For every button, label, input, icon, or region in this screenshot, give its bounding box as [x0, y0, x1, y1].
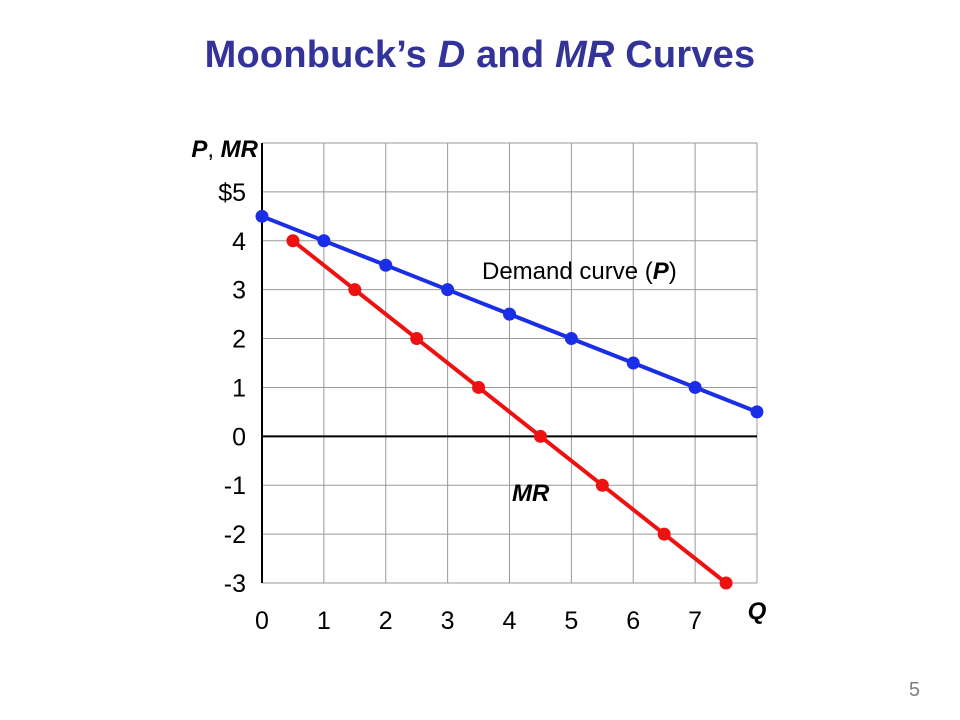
y-tick-label: -2 — [224, 521, 246, 549]
demand-point — [564, 332, 578, 346]
x-tick-label: 5 — [564, 607, 578, 635]
mr-point — [472, 380, 486, 394]
y-axis-label-mr: MR — [221, 136, 259, 163]
mr-curve-label: MR — [512, 480, 550, 507]
grid — [262, 142, 758, 584]
mr-point — [719, 576, 733, 590]
mr-point — [657, 527, 671, 541]
demand-curve-label: Demand curve (P) — [482, 258, 677, 285]
x-tick-label: 0 — [255, 607, 269, 635]
title-text-curves: Curves — [614, 34, 756, 76]
series-points — [255, 209, 764, 590]
title-text-moonbucks: Moonbuck’s — [204, 34, 438, 76]
x-axis-label: Q — [748, 598, 767, 625]
y-tick-label: -1 — [224, 472, 246, 500]
y-tick-label: 4 — [232, 228, 246, 256]
page-number: 5 — [908, 679, 920, 701]
title-text-and: and — [465, 34, 556, 76]
tick-labels: $5 4 3 2 1 0 -1 -2 -3 0 1 2 3 4 5 6 7 — [218, 179, 702, 635]
mr-point — [348, 283, 362, 297]
demand-point — [441, 283, 455, 297]
demand-point — [688, 380, 702, 394]
demand-point — [750, 405, 764, 419]
demand-point — [626, 356, 640, 370]
demand-point — [379, 258, 393, 272]
demand-point — [255, 209, 269, 223]
y-tick-label: -3 — [224, 570, 246, 598]
demand-point — [503, 307, 516, 321]
mr-point — [533, 429, 547, 443]
mr-point — [286, 234, 300, 248]
y-tick-label: 1 — [232, 374, 246, 402]
y-tick-label: 3 — [232, 277, 246, 305]
demand-label-p: P — [653, 258, 670, 285]
title-text-d: D — [437, 34, 466, 76]
x-tick-label: 2 — [379, 607, 393, 635]
y-axis-label-p: P — [191, 136, 208, 163]
chart-labels: P, MR Q Demand curve (P) MR — [191, 136, 766, 625]
x-tick-label: 7 — [688, 607, 702, 635]
demand-label-close: ) — [669, 258, 677, 285]
x-tick-label: 1 — [317, 607, 331, 635]
y-tick-label: $5 — [218, 179, 246, 207]
slide-title: Moonbuck’s D and MR Curves — [0, 34, 960, 77]
demand-point — [317, 234, 331, 248]
demand-label-text: Demand curve ( — [482, 258, 653, 285]
y-axis-label: P, MR — [191, 136, 258, 163]
mr-point — [410, 332, 424, 346]
mr-point — [595, 478, 609, 492]
y-tick-label: 0 — [232, 423, 246, 451]
x-tick-label: 4 — [503, 607, 517, 635]
mr-line — [291, 239, 728, 585]
title-text-mr: MR — [555, 34, 615, 76]
y-axis-label-sep: , — [207, 136, 220, 163]
y-tick-label: 2 — [232, 326, 246, 354]
x-tick-label: 6 — [626, 607, 640, 635]
x-tick-label: 3 — [441, 607, 455, 635]
